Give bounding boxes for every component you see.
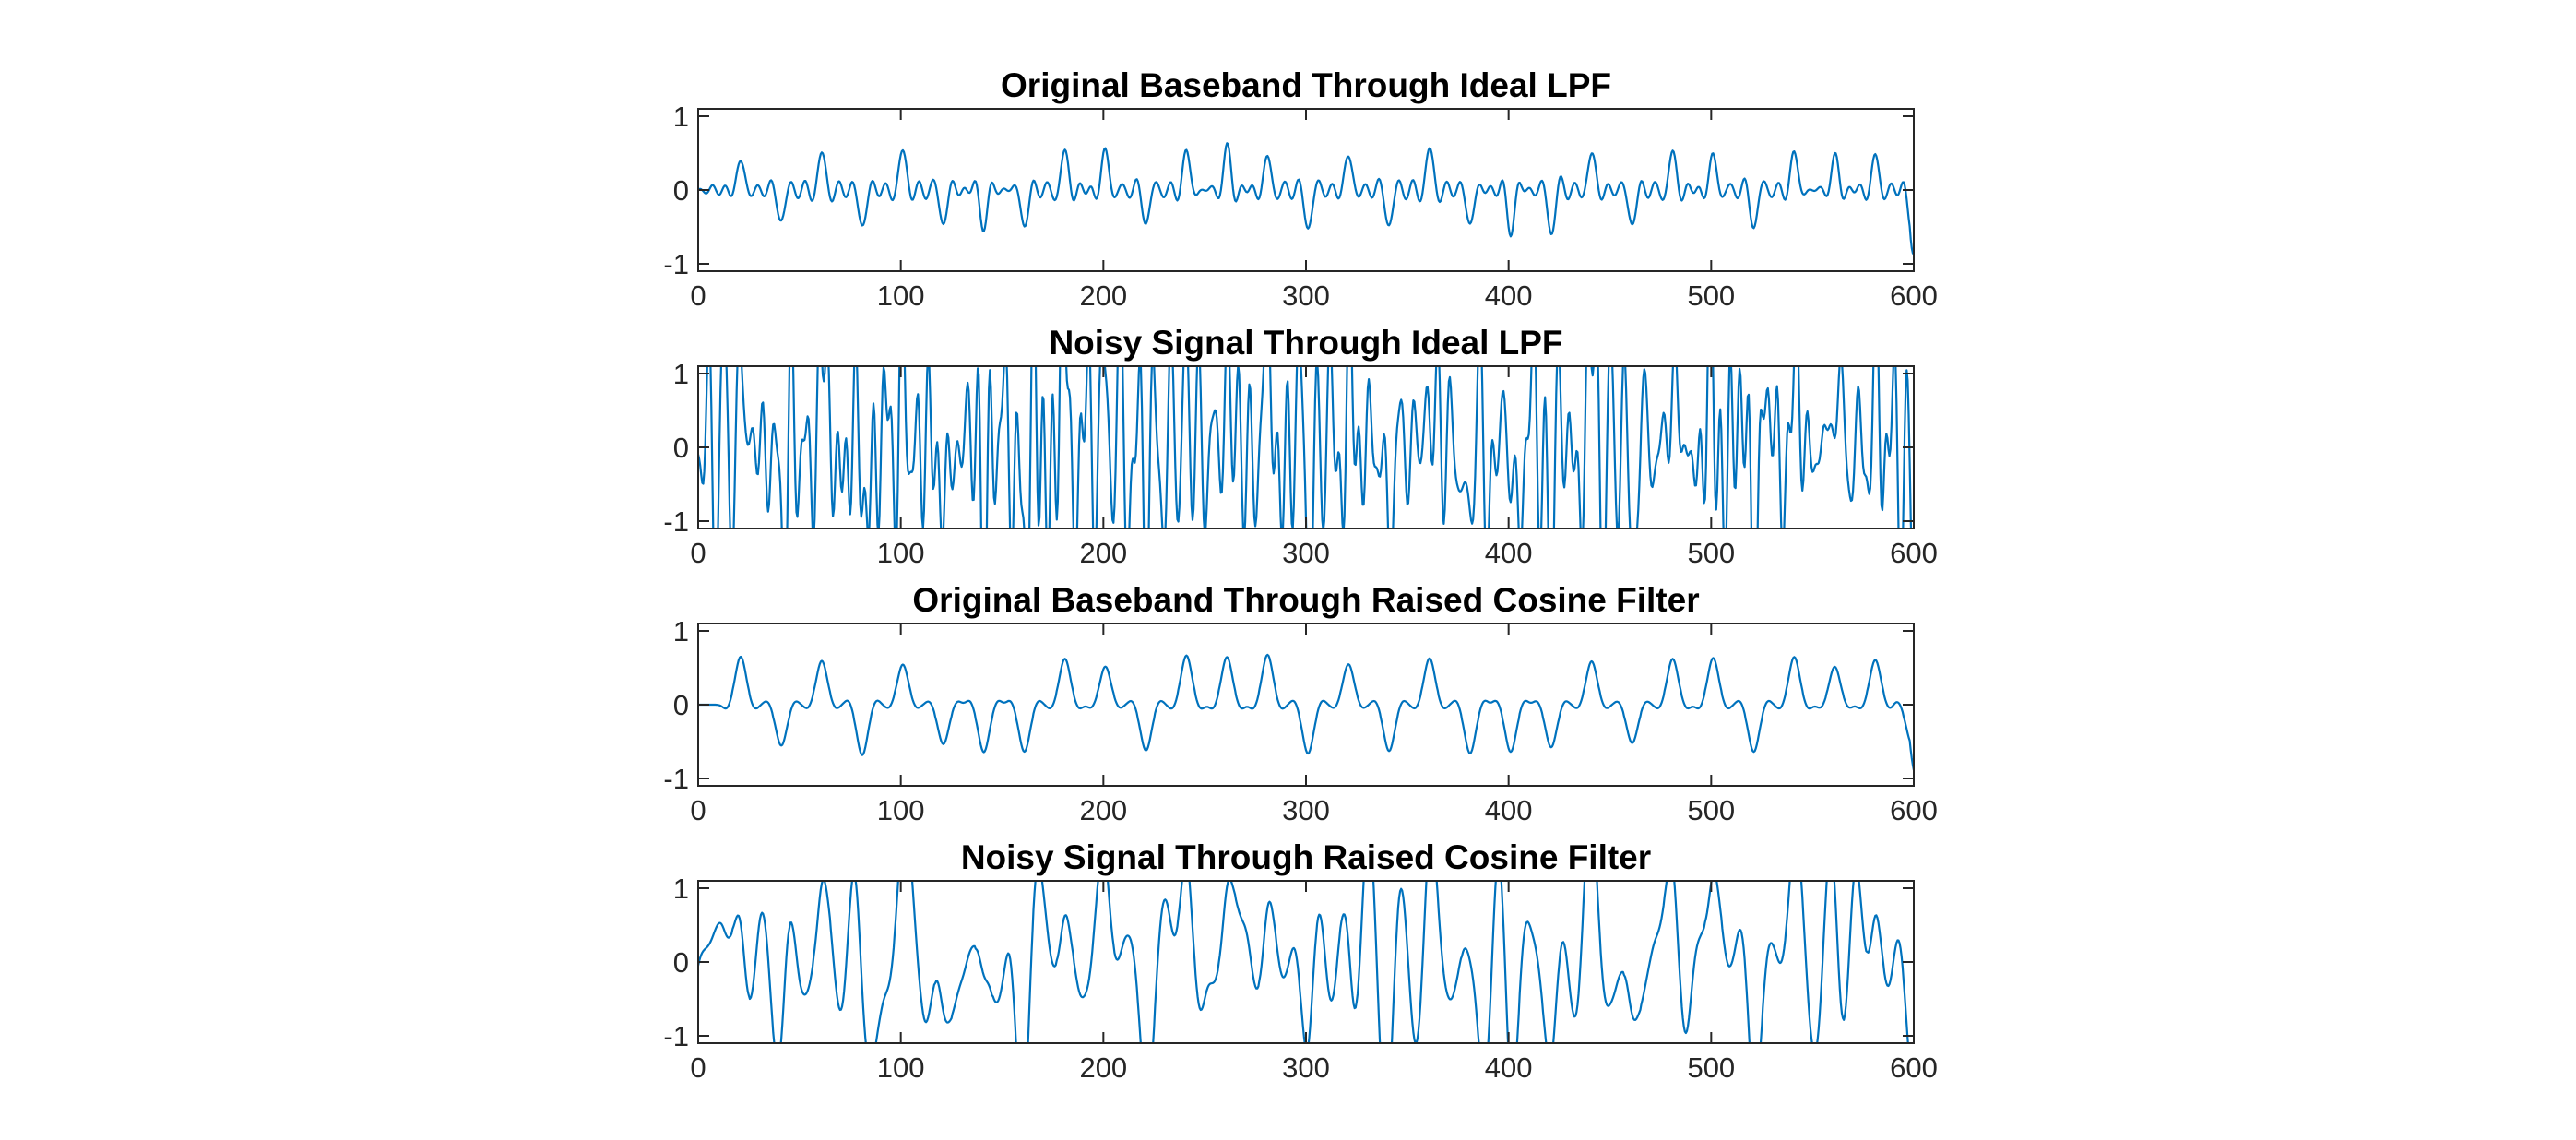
chart-title: Noisy Signal Through Raised Cosine Filte… <box>961 838 1651 876</box>
y-tick-label: 1 <box>673 615 689 647</box>
x-tick-label: 100 <box>877 537 925 569</box>
x-tick-label: 300 <box>1282 279 1330 312</box>
x-tick-label: 200 <box>1079 537 1127 569</box>
y-tick-label: 0 <box>673 689 689 721</box>
x-tick-label: 200 <box>1079 1051 1127 1084</box>
x-tick-label: 100 <box>877 794 925 826</box>
x-tick-label: 600 <box>1890 794 1938 826</box>
x-tick-label: 100 <box>877 279 925 312</box>
x-tick-label: 500 <box>1687 794 1735 826</box>
chart-title: Original Baseband Through Raised Cosine … <box>912 581 1699 619</box>
x-tick-label: 500 <box>1687 537 1735 569</box>
axes-box <box>697 108 1915 272</box>
y-tick-label: -1 <box>663 505 689 538</box>
x-tick-label: 600 <box>1890 279 1938 312</box>
subplot-2: Noisy Signal Through Ideal LPF 0 100 200 300… <box>663 324 1938 569</box>
chart-title: Original Baseband Through Ideal LPF <box>1001 66 1611 104</box>
x-tick-label: 0 <box>690 279 706 312</box>
x-tick-label: 200 <box>1079 794 1127 826</box>
y-tick-label: 1 <box>673 358 689 390</box>
subplot-3: Original Baseband Through Raised Cosine … <box>663 581 1937 826</box>
x-tick-label: 500 <box>1687 279 1735 312</box>
y-tick-label: 1 <box>673 101 689 133</box>
x-tick-label: 300 <box>1282 1051 1330 1084</box>
x-tick-label: 500 <box>1687 1051 1735 1084</box>
x-tick-label: 600 <box>1890 1051 1938 1084</box>
x-tick-label: 400 <box>1485 1051 1533 1084</box>
x-tick-label: 200 <box>1079 279 1127 312</box>
axes-box <box>697 623 1915 787</box>
subplot-1: Original Baseband Through Ideal LPF 0 100 2… <box>663 66 1937 312</box>
x-tick-label: 300 <box>1282 794 1330 826</box>
y-tick-label: -1 <box>663 763 689 795</box>
x-tick-label: 0 <box>690 794 706 826</box>
chart-title: Noisy Signal Through Ideal LPF <box>1049 324 1562 362</box>
y-tick-label: 0 <box>673 174 689 207</box>
series-line <box>698 142 1914 255</box>
series-line <box>698 653 1914 771</box>
x-tick-label: 600 <box>1890 537 1938 569</box>
x-tick-label: 400 <box>1485 279 1533 312</box>
y-tick-label: -1 <box>663 248 689 280</box>
subplot-4: Noisy Signal Through Raised Cosine Filte… <box>663 838 1938 1084</box>
x-tick-label: 400 <box>1485 537 1533 569</box>
x-tick-label: 400 <box>1485 794 1533 826</box>
x-tick-label: 100 <box>877 1051 925 1084</box>
x-tick-label: 300 <box>1282 537 1330 569</box>
y-tick-label: 0 <box>673 432 689 464</box>
x-tick-label: 0 <box>690 1051 706 1084</box>
y-tick-label: -1 <box>663 1020 689 1052</box>
y-tick-label: 1 <box>673 873 689 905</box>
x-tick-label: 0 <box>690 537 706 569</box>
y-tick-label: 0 <box>673 946 689 979</box>
